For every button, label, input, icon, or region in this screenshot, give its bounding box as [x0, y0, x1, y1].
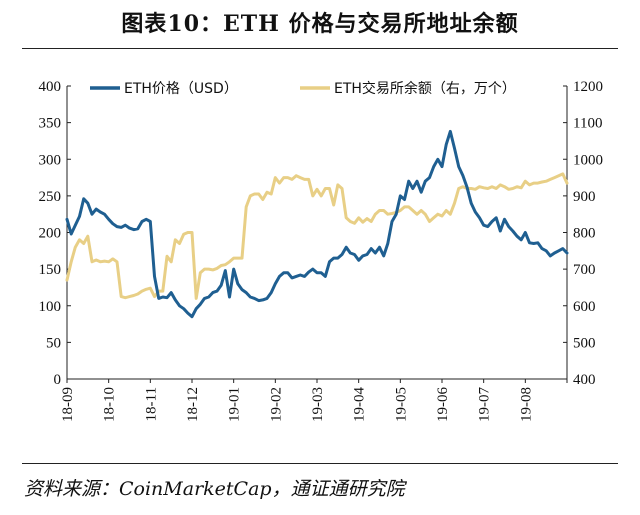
figure-title: 图表10：ETH 价格与交易所地址余额: [121, 11, 519, 37]
y-left-tick-label: 250: [39, 189, 62, 205]
title-rule: [22, 48, 618, 49]
x-tick-label: 19-06: [435, 387, 451, 422]
legend-label: ETH价格（USD）: [124, 81, 238, 97]
x-tick-label: 18-10: [102, 387, 118, 422]
legend-label: ETH交易所余额（右，万个）: [334, 80, 516, 97]
eth-chart: 0 50 100 150 200 250 300 350 400 400 500 600 700 800 9…: [39, 79, 604, 422]
source-note: 资料来源：CoinMarketCap，通证通研究院: [24, 478, 405, 500]
x-tick-label: 18-12: [185, 387, 201, 422]
series-line-price: [65, 129, 569, 319]
x-tick-label: 19-01: [227, 387, 243, 422]
y-right-tick-label: 800: [573, 226, 596, 242]
y-right-tick-label: 400: [573, 372, 596, 388]
x-tick-label: 19-08: [518, 387, 534, 422]
y-right-tick-label: 1200: [573, 79, 603, 95]
y-right-tick-label: 1100: [573, 116, 602, 132]
y-left-tick-label: 200: [39, 226, 62, 242]
y-right-tick-label: 500: [573, 335, 596, 351]
y-left-tick-label: 400: [39, 79, 62, 95]
y-left-tick-label: 150: [39, 262, 62, 278]
x-tick-label: 19-02: [268, 387, 284, 422]
x-tick-label: 18-09: [60, 387, 76, 422]
legend: ETH价格（USD） ETH交易所余额（右，万个）: [90, 80, 516, 97]
y-left-tick-label: 350: [39, 116, 62, 132]
x-tick-label: 19-03: [310, 387, 326, 422]
y-right-tick-label: 700: [573, 262, 596, 278]
y-left-tick-label: 100: [39, 299, 62, 315]
source-rule: [22, 463, 618, 464]
y-right-tick-label: 900: [573, 189, 596, 205]
y-left-tick-label: 300: [39, 152, 62, 168]
x-tick-label: 19-04: [352, 387, 368, 422]
axes: 0 50 100 150 200 250 300 350 400 400 500 600 700 800 9…: [39, 79, 604, 422]
series-layer: [65, 129, 569, 319]
series-line-balance: [65, 172, 569, 300]
y-right-tick-label: 1000: [573, 152, 603, 168]
y-left-tick-label: 0: [54, 372, 62, 388]
x-tick-label: 19-05: [393, 387, 409, 422]
y-left-tick-label: 50: [46, 335, 61, 351]
x-tick-label: 19-07: [477, 387, 493, 422]
x-tick-label: 18-11: [143, 387, 159, 421]
y-right-tick-label: 600: [573, 299, 596, 315]
